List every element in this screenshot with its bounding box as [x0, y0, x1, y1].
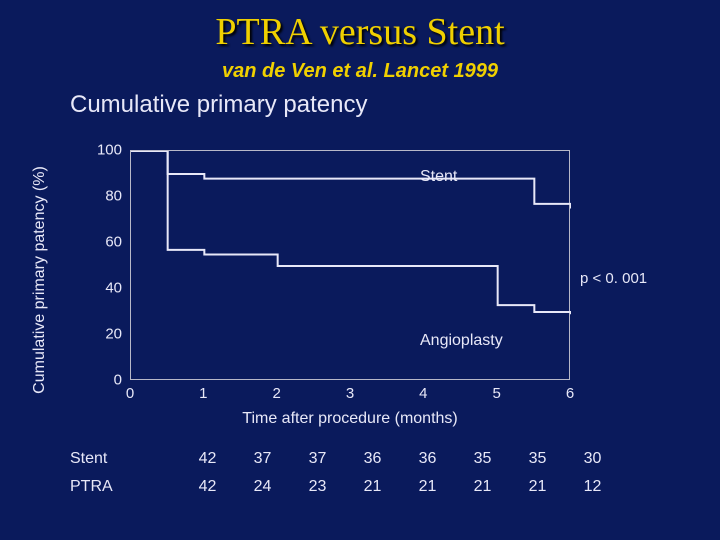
row-label: PTRA — [70, 478, 180, 496]
table-cell: 42 — [180, 450, 235, 468]
table-cell: 36 — [345, 450, 400, 468]
table-cell: 12 — [565, 478, 620, 496]
table-cell: 36 — [400, 450, 455, 468]
y-tick: 100 — [82, 142, 122, 159]
plot-area — [130, 150, 570, 380]
x-tick: 2 — [272, 385, 280, 402]
p-value: p < 0. 001 — [580, 270, 647, 287]
chart: Cumulative primary patency (%) Time afte… — [70, 150, 630, 410]
table-cell: 24 — [235, 478, 290, 496]
x-tick: 4 — [419, 385, 427, 402]
series-svg — [131, 151, 571, 381]
y-tick: 80 — [82, 188, 122, 205]
series-line-stent — [131, 151, 571, 209]
table-cell: 30 — [565, 450, 620, 468]
table-cell: 21 — [345, 478, 400, 496]
series-label-stent: Stent — [420, 168, 457, 186]
table-cell: 21 — [510, 478, 565, 496]
y-tick: 20 — [82, 326, 122, 343]
table-cell: 37 — [290, 450, 345, 468]
table-row: Stent4237373636353530 — [70, 450, 650, 468]
page-title: PTRA versus Stent — [0, 0, 720, 54]
x-tick: 1 — [199, 385, 207, 402]
subtitle: van de Ven et al. Lancet 1999 — [0, 60, 720, 83]
table-cell: 21 — [400, 478, 455, 496]
y-tick: 0 — [82, 372, 122, 389]
table-cell: 21 — [455, 478, 510, 496]
table-cell: 35 — [455, 450, 510, 468]
y-tick: 40 — [82, 280, 122, 297]
y-axis-label: Cumulative primary patency (%) — [31, 166, 49, 394]
row-label: Stent — [70, 450, 180, 468]
chart-title: Cumulative primary patency — [70, 91, 720, 119]
x-tick: 5 — [492, 385, 500, 402]
x-tick: 6 — [566, 385, 574, 402]
table-cell: 37 — [235, 450, 290, 468]
y-tick: 60 — [82, 234, 122, 251]
x-tick: 0 — [126, 385, 134, 402]
x-tick: 3 — [346, 385, 354, 402]
table-row: PTRA4224232121212112 — [70, 478, 650, 496]
table-cell: 35 — [510, 450, 565, 468]
table-cell: 23 — [290, 478, 345, 496]
x-axis-label: Time after procedure (months) — [242, 410, 457, 428]
at-risk-table: Stent4237373636353530PTRA422423212121211… — [70, 450, 650, 506]
series-label-angioplasty: Angioplasty — [420, 332, 503, 350]
series-line-angioplasty — [131, 151, 571, 314]
table-cell: 42 — [180, 478, 235, 496]
